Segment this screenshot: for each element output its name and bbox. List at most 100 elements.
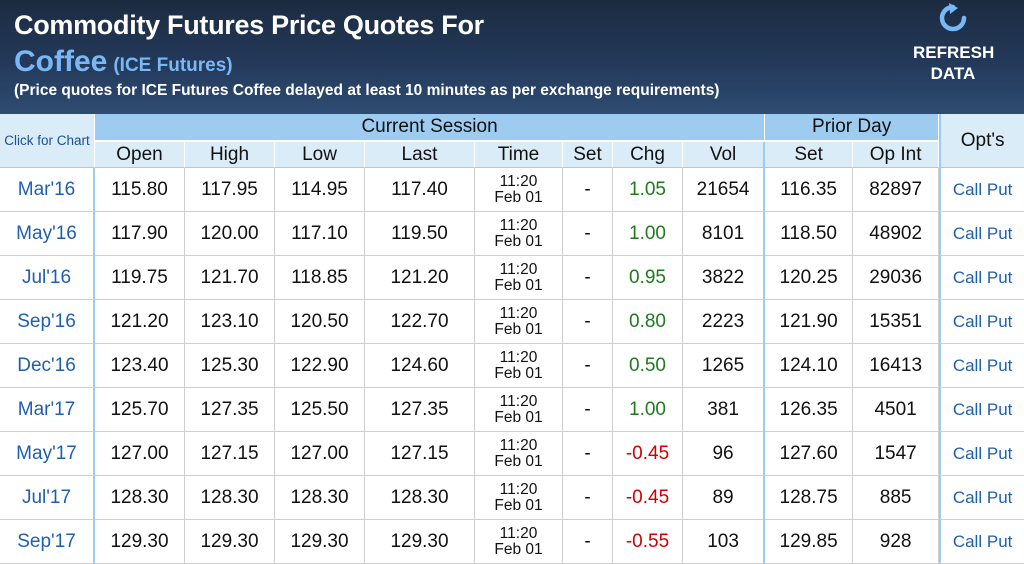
commodity-heading: Coffee (ICE Futures) — [14, 45, 233, 79]
open-cell: 115.80 — [95, 168, 185, 212]
volume-cell: 1265 — [683, 344, 766, 388]
open-cell: 123.40 — [95, 344, 185, 388]
call-link[interactable]: Call — [952, 355, 983, 375]
prior-set-cell: 126.35 — [765, 388, 854, 432]
high-cell: 127.35 — [185, 388, 275, 432]
contract-month-link[interactable]: Jul'16 — [0, 256, 95, 300]
high-cell: 121.70 — [185, 256, 275, 300]
contract-month-link[interactable]: May'16 — [0, 212, 95, 256]
put-link[interactable]: Put — [986, 267, 1013, 287]
contract-month-link[interactable]: Sep'17 — [0, 520, 95, 564]
options-cell: Call Put — [939, 388, 1024, 432]
set-cell: - — [563, 344, 613, 388]
change-cell: 1.00 — [613, 388, 683, 432]
put-link[interactable]: Put — [986, 531, 1013, 551]
contract-month-link[interactable]: Jul'17 — [0, 476, 95, 520]
open-interest-cell: 16413 — [853, 344, 940, 388]
low-cell: 120.50 — [275, 300, 365, 344]
call-link[interactable]: Call — [952, 223, 983, 243]
date-value: Feb 01 — [494, 496, 543, 514]
time-cell: 11:20 Feb 01 — [475, 388, 563, 432]
last-cell: 128.30 — [365, 476, 475, 520]
call-link[interactable]: Call — [952, 531, 983, 551]
table-row: Dec'16 123.40 125.30 122.90 124.60 11:20 Feb 0… — [0, 344, 1024, 388]
time-value: 11:20 — [499, 480, 538, 498]
options-cell: Call Put — [939, 256, 1024, 300]
options-cell: Call Put — [939, 476, 1024, 520]
put-link[interactable]: Put — [986, 355, 1013, 375]
options-cell: Call Put — [939, 212, 1024, 256]
volume-cell: 96 — [683, 432, 766, 476]
time-value: 11:20 — [499, 392, 538, 410]
table-row: May'16 117.90 120.00 117.10 119.50 11:20 Feb 0… — [0, 212, 1024, 256]
refresh-data-button[interactable]: REFRESH DATA — [898, 2, 1008, 84]
high-cell: 125.30 — [185, 344, 275, 388]
prior-set-cell: 128.75 — [765, 476, 854, 520]
time-value: 11:20 — [499, 304, 538, 322]
table-row: Sep'16 121.20 123.10 120.50 122.70 11:20 Feb 0… — [0, 300, 1024, 344]
high-cell: 120.00 — [185, 212, 275, 256]
high-cell: 129.30 — [185, 520, 275, 564]
put-link[interactable]: Put — [986, 311, 1013, 331]
open-interest-cell: 82897 — [853, 168, 940, 212]
table-row: Mar'17 125.70 127.35 125.50 127.35 11:20 Feb 0… — [0, 388, 1024, 432]
put-link[interactable]: Put — [986, 399, 1013, 419]
open-interest-cell: 29036 — [853, 256, 940, 300]
set-cell: - — [563, 476, 613, 520]
last-cell: 119.50 — [365, 212, 475, 256]
time-value: 11:20 — [499, 216, 538, 234]
time-value: 11:20 — [499, 524, 538, 542]
contract-month-link[interactable]: Sep'16 — [0, 300, 95, 344]
low-cell: 117.10 — [275, 212, 365, 256]
time-cell: 11:20 Feb 01 — [475, 432, 563, 476]
open-cell: 125.70 — [95, 388, 185, 432]
prior-set-cell: 121.90 — [765, 300, 854, 344]
options-header: Opt's — [939, 114, 1024, 168]
high-cell: 123.10 — [185, 300, 275, 344]
time-cell: 11:20 Feb 01 — [475, 344, 563, 388]
date-value: Feb 01 — [494, 232, 543, 250]
open-cell: 128.30 — [95, 476, 185, 520]
volume-cell: 103 — [683, 520, 766, 564]
high-cell: 127.15 — [185, 432, 275, 476]
put-link[interactable]: Put — [986, 179, 1013, 199]
put-link[interactable]: Put — [986, 223, 1013, 243]
open-interest-cell: 48902 — [853, 212, 940, 256]
last-cell: 122.70 — [365, 300, 475, 344]
col-open: Open — [95, 142, 185, 168]
low-cell: 122.90 — [275, 344, 365, 388]
last-cell: 121.20 — [365, 256, 475, 300]
call-link[interactable]: Call — [952, 443, 983, 463]
change-cell: 0.80 — [613, 300, 683, 344]
open-interest-cell: 15351 — [853, 300, 940, 344]
set-cell: - — [563, 520, 613, 564]
call-link[interactable]: Call — [952, 179, 983, 199]
options-cell: Call Put — [939, 344, 1024, 388]
contract-month-link[interactable]: Dec'16 — [0, 344, 95, 388]
table-row: Sep'17 129.30 129.30 129.30 129.30 11:20 Feb 0… — [0, 520, 1024, 564]
contract-month-link[interactable]: Mar'16 — [0, 168, 95, 212]
contract-month-link[interactable]: May'17 — [0, 432, 95, 476]
set-cell: - — [563, 432, 613, 476]
put-link[interactable]: Put — [986, 443, 1013, 463]
open-interest-cell: 885 — [853, 476, 940, 520]
call-link[interactable]: Call — [952, 267, 983, 287]
contract-month-link[interactable]: Mar'17 — [0, 388, 95, 432]
open-cell: 117.90 — [95, 212, 185, 256]
high-cell: 117.95 — [185, 168, 275, 212]
call-link[interactable]: Call — [952, 311, 983, 331]
exchange-name: (ICE Futures) — [113, 55, 233, 76]
high-cell: 128.30 — [185, 476, 275, 520]
prior-set-cell: 120.25 — [765, 256, 854, 300]
table-row: Jul'17 128.30 128.30 128.30 128.30 11:20 Feb 0… — [0, 476, 1024, 520]
time-cell: 11:20 Feb 01 — [475, 212, 563, 256]
options-cell: Call Put — [939, 168, 1024, 212]
call-link[interactable]: Call — [952, 399, 983, 419]
change-cell: -0.45 — [613, 432, 683, 476]
low-cell: 118.85 — [275, 256, 365, 300]
put-link[interactable]: Put — [986, 487, 1013, 507]
date-value: Feb 01 — [494, 364, 543, 382]
col-low: Low — [275, 142, 365, 168]
call-link[interactable]: Call — [952, 487, 983, 507]
volume-cell: 8101 — [683, 212, 766, 256]
